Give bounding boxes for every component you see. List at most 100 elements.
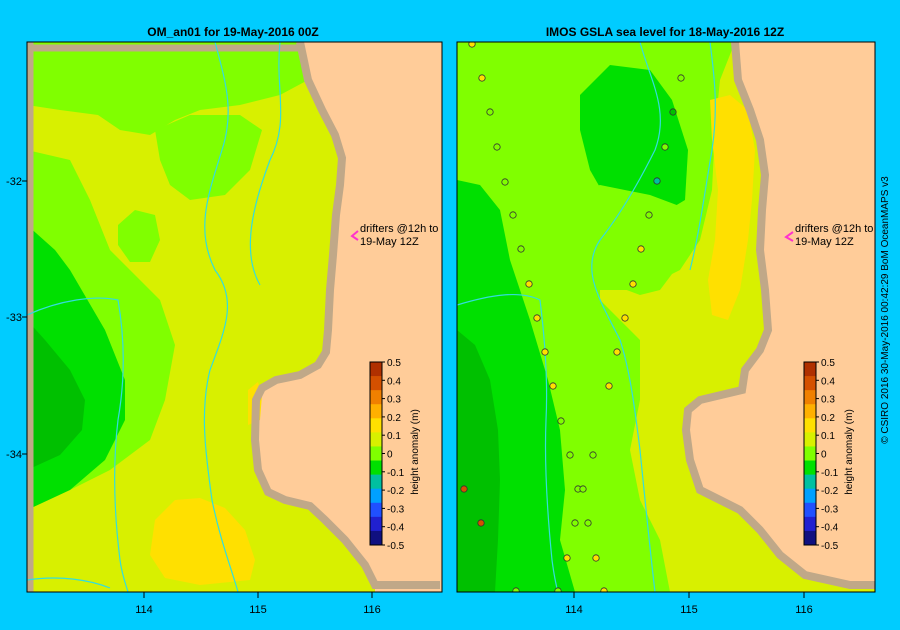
colorbar-tick-label: 0.2 (387, 413, 401, 424)
drifter-track (784, 231, 794, 242)
bathymetry-contour (27, 577, 111, 589)
latitude-tick: -32 (6, 176, 22, 188)
observation-point (517, 245, 525, 253)
observation-point (478, 74, 486, 82)
right-map-frame (456, 41, 876, 593)
latitude-tick: -33 (6, 312, 22, 324)
colorbar-tick-label: -0.2 (821, 486, 839, 497)
anomaly-region-dark-green (457, 330, 500, 592)
colorbar-swatch (370, 474, 382, 490)
colorbar-tick-label: 0.2 (821, 413, 835, 424)
observation-point (493, 143, 501, 151)
colorbar-swatch (804, 362, 816, 377)
observation-point (509, 211, 517, 219)
anomaly-region-green (580, 65, 688, 215)
left-map-panel: OM_an01 for 19-May-2016 00Z drifters @12… (26, 25, 443, 593)
observation-point (661, 143, 669, 151)
observation-point (584, 519, 592, 527)
colorbar-swatch (804, 502, 816, 518)
colorbar-swatch (370, 502, 382, 518)
observation-point (589, 451, 597, 459)
bathymetry-contour (203, 42, 239, 592)
colorbar-tick-label: -0.1 (387, 468, 405, 479)
latitude-axis: -32 -33 -34 (6, 176, 27, 461)
colorbar-swatch (370, 376, 382, 391)
anomaly-region-dark-green (27, 320, 85, 470)
colorbar-tick-label: -0.4 (387, 523, 405, 534)
colorbar-tick-label: 0 (821, 450, 827, 461)
drifter-note: 19-May 12Z (795, 236, 854, 248)
colorbar-label: height anomaly (m) (844, 409, 855, 495)
colorbar-swatch (370, 516, 382, 532)
colorbar-swatch (804, 432, 816, 447)
colorbar-swatch (370, 418, 382, 433)
bathymetry-contour (249, 42, 282, 286)
colorbar-swatch (804, 376, 816, 391)
colorbar-swatch (370, 390, 382, 405)
bathymetry-contour (689, 42, 716, 271)
colorbar-swatch (370, 446, 382, 462)
observation-point (501, 178, 509, 186)
colorbar-swatch (804, 446, 816, 462)
colorbar-tick-label: -0.5 (821, 541, 839, 552)
anomaly-region-yellow (708, 95, 755, 320)
longitude-tick: 114 (565, 604, 583, 616)
colorbar-swatch (370, 404, 382, 419)
colorbar-tick-label: 0.4 (387, 376, 401, 387)
colorbar-tick-label: 0.4 (821, 376, 835, 387)
colorbar-tick-label: -0.5 (387, 541, 405, 552)
anomaly-region-green (118, 210, 160, 262)
longitude-tick: 115 (249, 604, 267, 616)
credit-text: © CSIRO 2016 30-May-2016 00:42:29 BoM Oc… (880, 176, 891, 444)
observation-point (613, 348, 621, 356)
bathymetry-contour (27, 297, 129, 592)
longitude-axis-right: 114 115 116 (565, 592, 813, 616)
colorbar-swatch (370, 362, 382, 377)
longitude-tick: 114 (135, 604, 153, 616)
left-colorbar: 0.5 0.4 0.3 0.2 0.1 0 -0.1 -0.2 -0.3 -0.4 -0.5 hei… (369, 358, 421, 552)
colorbar-tick-label: -0.3 (821, 504, 839, 515)
drifter-note: 19-May 12Z (360, 236, 419, 248)
observation-point (592, 554, 600, 562)
colorbar-tick-label: -0.2 (387, 486, 405, 497)
left-panel-title: OM_an01 for 19-May-2016 00Z (147, 25, 318, 39)
longitude-tick: 115 (680, 604, 698, 616)
colorbar-swatch (804, 530, 816, 546)
observation-point (645, 211, 653, 219)
anomaly-region-green (155, 115, 262, 200)
colorbar-tick-label: -0.4 (821, 523, 839, 534)
observation-point (486, 108, 494, 116)
coastline (250, 42, 440, 589)
colorbar-swatch (804, 460, 816, 476)
colorbar-swatch (370, 460, 382, 476)
drifter-note: drifters @12h to (795, 223, 873, 235)
colorbar-tick-label: 0 (387, 450, 393, 461)
anomaly-region-green (27, 42, 308, 135)
observation-point (600, 587, 608, 592)
colorbar-swatch (804, 474, 816, 490)
observation-point (637, 245, 645, 253)
observation-point (512, 587, 520, 592)
colorbar-swatch (804, 418, 816, 433)
right-panel-title: IMOS GSLA sea level for 18-May-2016 12Z (546, 25, 784, 39)
colorbar-tick-label: 0.3 (821, 395, 835, 406)
observation-point (468, 42, 476, 48)
observation-point (677, 74, 685, 82)
colorbar-swatch (370, 488, 382, 504)
anomaly-region-green (560, 185, 690, 295)
longitude-axis-left: 114 115 116 (135, 592, 381, 616)
colorbar-swatch (370, 432, 382, 447)
observation-point (541, 348, 549, 356)
grid-boundary (27, 42, 300, 592)
colorbar-tick-label: -0.1 (821, 468, 839, 479)
observation-point (629, 280, 637, 288)
observation-point (477, 519, 485, 527)
colorbar-swatch (804, 404, 816, 419)
bathymetry-contour (457, 293, 559, 592)
observation-point (621, 314, 629, 322)
colorbar-tick-label: 0.1 (387, 431, 401, 442)
drifter-track (350, 230, 359, 241)
latitude-tick: -34 (6, 449, 22, 461)
observation-point (579, 485, 587, 493)
bathymetry-contour (591, 42, 661, 592)
